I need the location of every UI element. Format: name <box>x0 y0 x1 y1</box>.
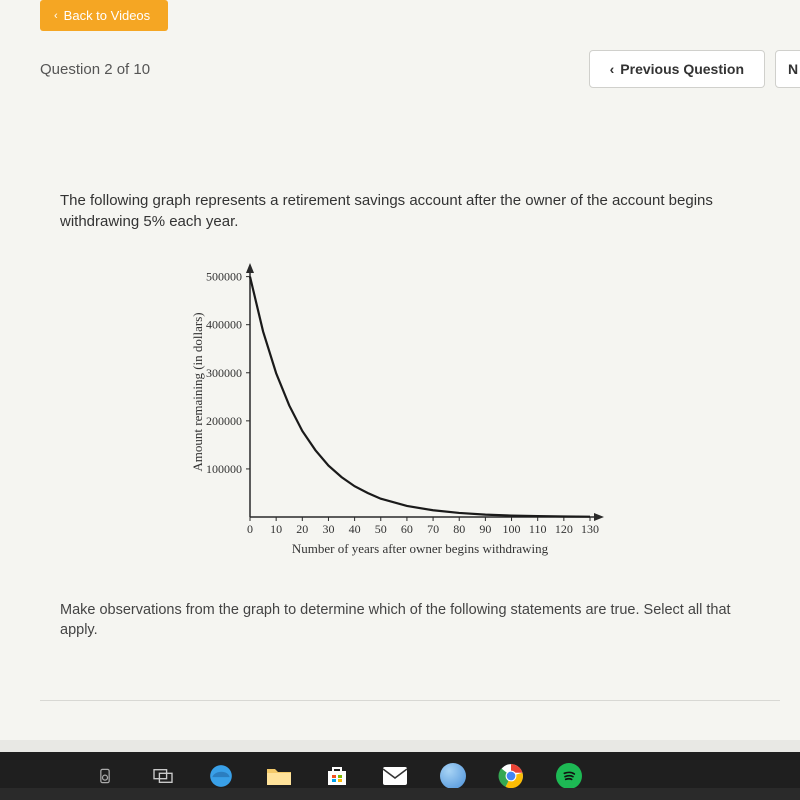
svg-text:0: 0 <box>247 522 253 536</box>
svg-text:20: 20 <box>296 522 308 536</box>
svg-text:80: 80 <box>453 522 465 536</box>
svg-text:30: 30 <box>322 522 334 536</box>
svg-text:130: 130 <box>581 522 599 536</box>
previous-question-button[interactable]: ‹ Previous Question <box>589 50 765 88</box>
edge-icon[interactable] <box>206 761 236 791</box>
svg-text:Amount remaining (in dollars): Amount remaining (in dollars) <box>190 312 205 471</box>
svg-text:110: 110 <box>529 522 547 536</box>
next-label: N <box>788 61 798 77</box>
back-label: Back to Videos <box>64 8 150 23</box>
decay-chart: 100000 200000 300000 400000 500000 0 10 20 30 40 5… <box>190 257 620 577</box>
svg-text:300000: 300000 <box>206 366 242 380</box>
task-view-icon[interactable] <box>148 761 178 791</box>
svg-text:50: 50 <box>375 522 387 536</box>
svg-text:100000: 100000 <box>206 462 242 476</box>
prev-label: Previous Question <box>620 61 744 77</box>
svg-text:100: 100 <box>503 522 521 536</box>
chrome-icon[interactable] <box>496 761 526 791</box>
chart-container: 100000 200000 300000 400000 500000 0 10 20 30 40 5… <box>190 257 620 582</box>
question-nav-bar: Question 2 of 10 ‹ Previous Question N <box>40 50 800 88</box>
question-followup: Make observations from the graph to dete… <box>60 600 760 641</box>
back-to-videos-button[interactable]: ‹ Back to Videos <box>40 0 168 31</box>
chevron-left-icon: ‹ <box>54 10 58 22</box>
svg-text:Number of years after owner be: Number of years after owner begins withd… <box>292 541 549 556</box>
svg-text:500000: 500000 <box>206 270 242 284</box>
mail-icon[interactable] <box>380 761 410 791</box>
nav-buttons: ‹ Previous Question N <box>589 50 800 88</box>
divider <box>40 700 780 701</box>
next-question-button[interactable]: N <box>775 50 800 88</box>
svg-text:70: 70 <box>427 522 439 536</box>
speaker-icon[interactable] <box>90 761 120 791</box>
svg-text:400000: 400000 <box>206 318 242 332</box>
svg-text:10: 10 <box>270 522 282 536</box>
svg-text:200000: 200000 <box>206 414 242 428</box>
file-explorer-icon[interactable] <box>264 761 294 791</box>
page: ‹ Back to Videos Question 2 of 10 ‹ Prev… <box>0 0 800 740</box>
question-prompt: The following graph represents a retirem… <box>60 190 760 232</box>
svg-text:40: 40 <box>349 522 361 536</box>
monitor-bezel <box>0 788 800 800</box>
spotify-icon[interactable] <box>554 761 584 791</box>
store-icon[interactable] <box>322 761 352 791</box>
svg-text:90: 90 <box>479 522 491 536</box>
svg-text:60: 60 <box>401 522 413 536</box>
browser-blue-icon[interactable] <box>438 761 468 791</box>
question-counter: Question 2 of 10 <box>40 61 150 78</box>
chevron-left-icon: ‹ <box>610 61 615 77</box>
svg-text:120: 120 <box>555 522 573 536</box>
question-content: The following graph represents a retirem… <box>60 190 760 641</box>
